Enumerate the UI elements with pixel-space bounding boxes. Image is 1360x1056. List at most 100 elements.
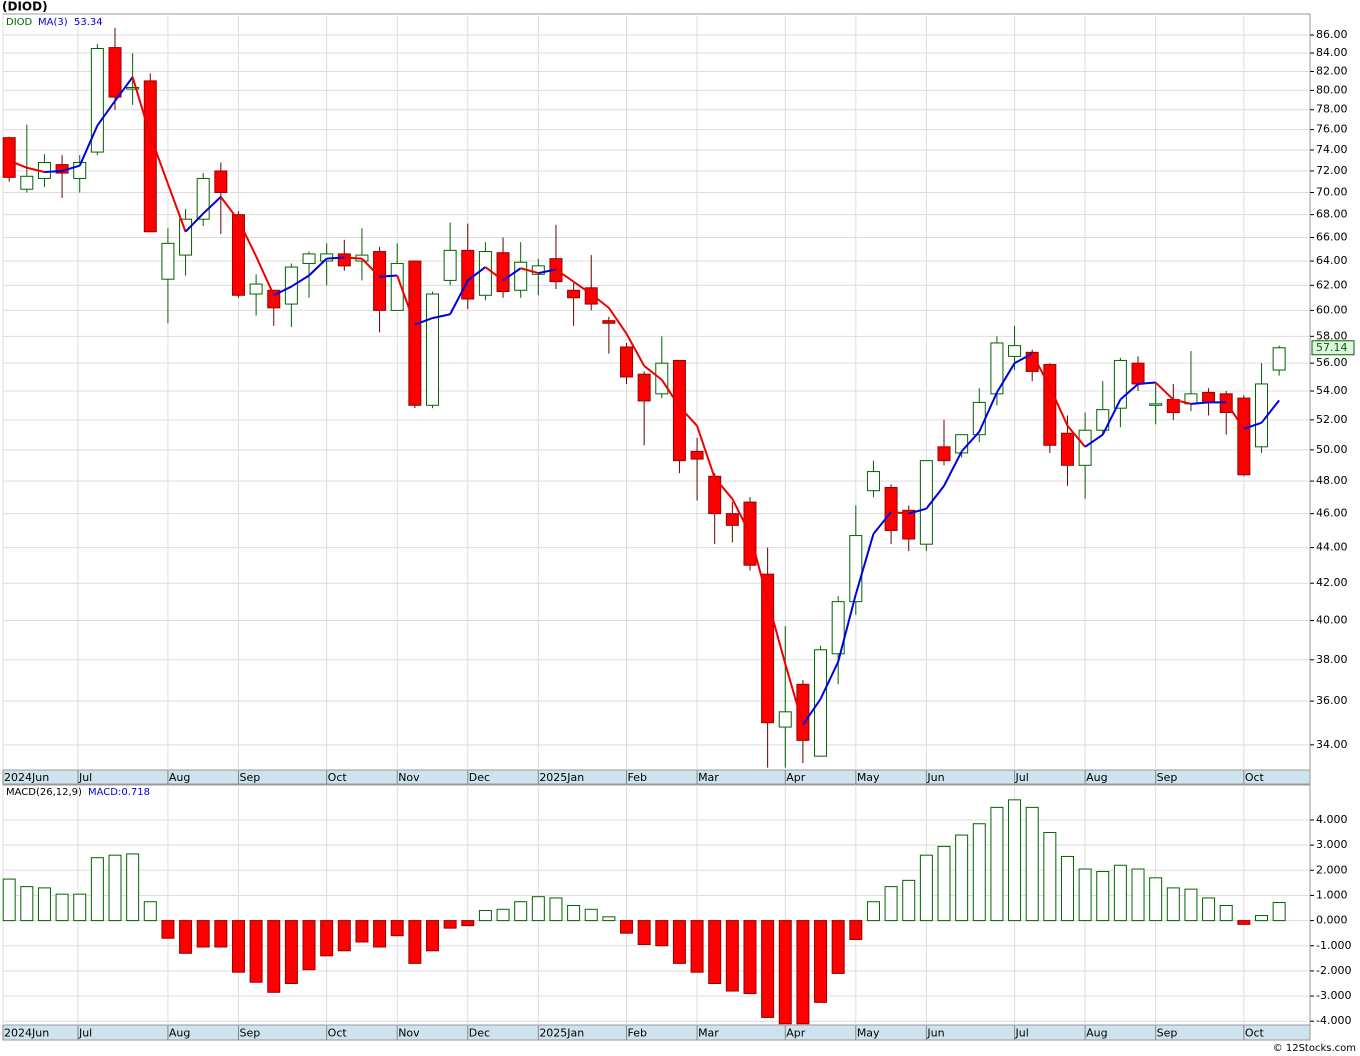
candle-body [179,218,193,256]
ma-line [1101,399,1122,436]
y-tick-label: 46.00 [1316,507,1348,520]
candle-body [796,683,810,741]
macd-bar [1008,799,1022,922]
candle-body [902,509,916,540]
ma-line [502,267,522,282]
candle-body [1060,432,1074,466]
macd-bar [778,920,792,1025]
x-tick-label: Dec [469,771,490,784]
macd-bar [584,908,598,922]
candle-body [690,450,704,460]
y-tick-label: 74.00 [1316,143,1348,156]
y-tick-label: 86.00 [1316,28,1348,41]
x-tick-label: 2025Jan [539,1027,584,1040]
ma-line [184,212,204,233]
ma-line [1084,433,1104,448]
footer: © 12Stocks.com [1273,1043,1356,1054]
candle-body [866,471,880,492]
macd-bar [743,920,757,995]
macd-bar [620,920,634,934]
macd-bar [1254,915,1268,922]
macd-bar [196,920,210,948]
macd-bar [919,854,933,922]
ma-line [308,257,328,277]
macd-bar [337,920,351,952]
macd-bar [108,854,122,922]
ma-line [166,183,187,233]
ma-line [1031,353,1051,388]
candle-body [672,359,686,462]
x-tick-label: 2025Jan [539,771,584,784]
x-tick-label: Sep [1157,771,1178,784]
macd-bar [1237,920,1251,925]
macd-bar [443,920,457,929]
ma-line [290,274,310,288]
macd-bar [143,901,157,922]
macd-bar [814,920,828,1003]
ma-line [538,268,557,275]
y-tick-label: 58.00 [1316,329,1348,342]
x-tick-label: May [857,771,880,784]
ma-line [678,406,698,427]
x-tick-label: Oct [328,771,348,784]
macd-bar [390,920,404,937]
y-tick-label: 38.00 [1316,653,1348,666]
candle-body [90,48,104,153]
macd-bar [126,853,140,922]
macd-bar [725,920,739,992]
ma-line [131,76,152,136]
ma-line [1137,381,1156,385]
ma-line [467,266,487,282]
candle-body [196,177,210,220]
ma-line [996,362,1016,393]
y-tick-label: 42.00 [1316,576,1348,589]
ma-line [432,313,451,320]
candle-body [620,346,634,378]
macd-bar [655,920,669,947]
y-tick-label: -3.000 [1316,989,1351,1002]
x-tick-label: Feb [628,1027,647,1040]
candle-body [20,175,34,190]
candle-body [514,261,528,291]
ma-line [590,293,610,309]
ma-line [731,498,751,535]
ma-line [660,379,681,408]
last-price-box [1311,340,1355,356]
ma-line [255,255,275,296]
y-tick-label: 4.000 [1316,813,1348,826]
ma-line [943,450,963,487]
ma-line [978,392,998,433]
x-tick-label: Apr [786,771,806,784]
ma-line [696,425,716,479]
macd-bar [567,905,581,922]
y-tick-label: 2.000 [1316,863,1348,876]
ma-line [520,267,539,275]
candle-body [1025,351,1039,372]
candle-body [302,253,316,264]
macd-bar [884,886,898,922]
candle-body [126,87,140,90]
ma-line [379,274,398,278]
y-tick-label: 68.00 [1316,208,1348,221]
macd-bar [179,920,193,954]
y-tick-label: 64.00 [1316,254,1348,267]
date-strip [2,769,1311,785]
ma-line [149,135,169,185]
macd-bar [90,857,104,922]
ma-line [1243,421,1262,430]
ma-line [625,333,646,367]
x-tick-label: Oct [1245,1027,1265,1040]
macd-bar [937,845,951,922]
y-tick-label: 48.00 [1316,474,1348,487]
macd-bar [20,886,34,922]
y-tick-label: 44.00 [1316,541,1348,554]
ma-line [784,663,804,726]
legend-macd-value: MACD:0.718 [88,787,150,798]
macd-bar [1131,868,1145,922]
ma-line [837,593,857,663]
macd-bar [690,920,704,973]
macd-bar [796,920,810,1025]
x-tick-label: Jul [78,1027,92,1040]
macd-bar [514,901,528,922]
macd-bar [408,920,422,964]
